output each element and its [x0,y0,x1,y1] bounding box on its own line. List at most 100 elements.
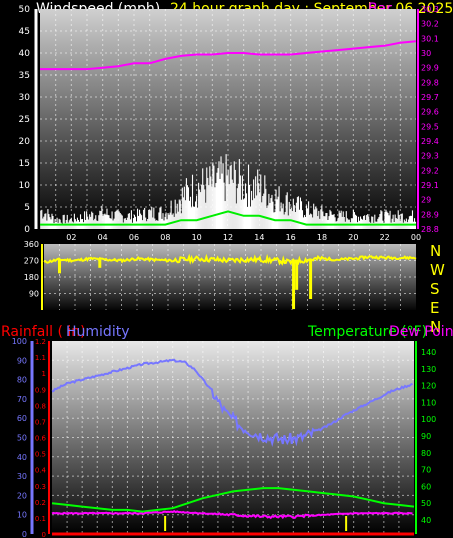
wind-tick-label: 40 [19,49,31,59]
humidity-tick-label: 20 [17,491,27,500]
compass-s: S [430,280,440,298]
humidity-tick-label: 100 [12,337,27,346]
wind-tick-label: 45 [19,27,30,37]
time-tick-label: 02 [66,233,76,242]
rain-tick-label: 1.2 [35,338,46,346]
temperature-tick-label: 120 [421,382,436,391]
rain-tick-label: 1 [42,370,46,378]
rain-tick-label: 0.9 [35,386,46,394]
wind-tick-label: 30 [19,93,31,103]
time-tick-label: 04 [98,233,108,242]
compass-n-top: N [430,242,441,260]
wind-tick-label: 10 [19,181,31,191]
temperature-tick-label: 130 [421,365,436,374]
wind-tick-label: 50 [19,5,31,15]
direction-tick-label: 270 [24,257,39,266]
rain-axis: 0 0.1 0.2 0.3 0.4 0.5 0.6 0.7 0.8 0.9 1 1.1 1.2 [35,338,47,538]
time-tick-label: 12 [223,233,233,242]
humidity-tick-label: 80 [17,376,27,385]
rain-tick-label: 0.1 [35,515,46,523]
time-tick-label: 22 [380,233,390,242]
baro-tick-label: 29.1 [421,181,439,190]
humidity-tick-label: 10 [17,511,27,520]
humidity-axis-left: 0 10 20 30 40 50 60 70 80 90 100 [12,337,27,538]
time-tick-label: 06 [129,233,139,242]
temperature-tick-label: 40 [421,516,431,525]
temperature-tick-label: 100 [421,415,436,424]
baro-tick-label: 30.2 [421,20,439,29]
rain-tick-label: 0 [42,531,46,538]
time-tick-label: 16 [286,233,296,242]
baro-tick-label: 28.8 [421,225,439,234]
temperature-tick-label: 50 [421,499,431,508]
compass-labels: N W S E N [430,242,445,336]
humidity-tick-label: 30 [17,472,27,481]
direction-tick-label: 180 [24,273,39,282]
time-tick-label: 14 [254,233,264,242]
dewpoint-title: Dew Point [389,324,453,340]
wind-axis-left: 0 5 10 15 20 25 30 35 40 45 50 [19,5,31,235]
baro-tick-label: 30 [421,49,431,58]
rain-tick-label: 0.2 [35,499,46,507]
temperature-line [51,487,415,513]
baro-tick-label: 29.4 [421,137,439,146]
baro-tick-label: 29.5 [421,122,439,131]
temperature-axis-right: 40 50 60 70 80 90 100 110 120 130 140 [421,348,436,525]
baro-tick-label: 28.9 [421,210,439,219]
baro-tick-label: 30.1 [421,34,439,43]
wind-tick-label: 5 [24,203,30,213]
wind-average-series [40,210,416,226]
barometer-line [40,40,417,71]
baro-tick-label: 29.3 [421,152,439,161]
baro-tick-label: 29.7 [421,93,439,102]
time-tick-label: 10 [192,233,202,242]
temperature-tick-label: 140 [421,348,436,357]
rain-tick-label: 0.8 [35,402,46,410]
baro-tick-label: 29.2 [421,166,439,175]
baro-tick-label: 30.3 [421,5,439,14]
time-tick-label: 08 [160,233,170,242]
wind-tick-label: 0 [24,225,30,235]
temperature-tick-label: 110 [421,398,436,407]
wind-average-line [40,210,416,226]
wind-tick-label: 35 [19,71,30,81]
rain-tick-label: 0.6 [35,435,47,443]
rain-tick-label: 0.3 [35,483,46,491]
dewpoint-line [51,510,413,520]
time-tick-label: 20 [348,233,358,242]
humidity-tick-label: 50 [17,434,27,443]
baro-axis-right: 28.8 28.9 29 29.1 29.2 29.3 29.4 29.5 29.6 29.7 29… [421,5,439,234]
rain-tick-label: 0.4 [35,467,47,475]
baro-tick-label: 29.9 [421,64,439,73]
rain-tick-label: 1.1 [35,354,46,362]
humidity-tick-label: 40 [17,453,27,462]
humidity-tick-label: 60 [17,414,27,423]
temperature-tick-label: 70 [421,466,431,475]
compass-w: W [430,261,445,279]
barometer-series [40,40,417,71]
humidity-tick-label: 70 [17,395,27,404]
wind-tick-label: 15 [19,159,30,169]
direction-series [43,253,417,310]
humidity-line [51,358,413,448]
direction-grid [44,244,416,310]
wind-tick-label: 20 [19,137,31,147]
rain-title: Rainfall ( in) [1,324,86,340]
time-tick-label: 00 [411,233,421,242]
direction-tick-label: 360 [24,240,39,249]
baro-tick-label: 29 [421,196,431,205]
temp-grid [52,341,414,534]
compass-n-bottom: N [430,318,441,336]
humidity-tick-label: 0 [22,530,27,538]
temperature-tick-label: 60 [421,482,431,491]
humidity-title: Humidity [66,324,129,340]
temperature-title: Temperature (°F) [307,324,427,340]
time-tick-label: 18 [317,233,327,242]
time-axis: 02 04 06 08 10 12 14 16 18 20 22 00 [66,233,421,242]
wind-tick-label: 25 [19,115,30,125]
direction-tick-label: 90 [29,290,39,299]
baro-tick-label: 29.6 [421,108,439,117]
direction-axis-left: 360 270 180 90 [24,240,39,299]
rain-tick-label: 0.5 [35,451,46,459]
